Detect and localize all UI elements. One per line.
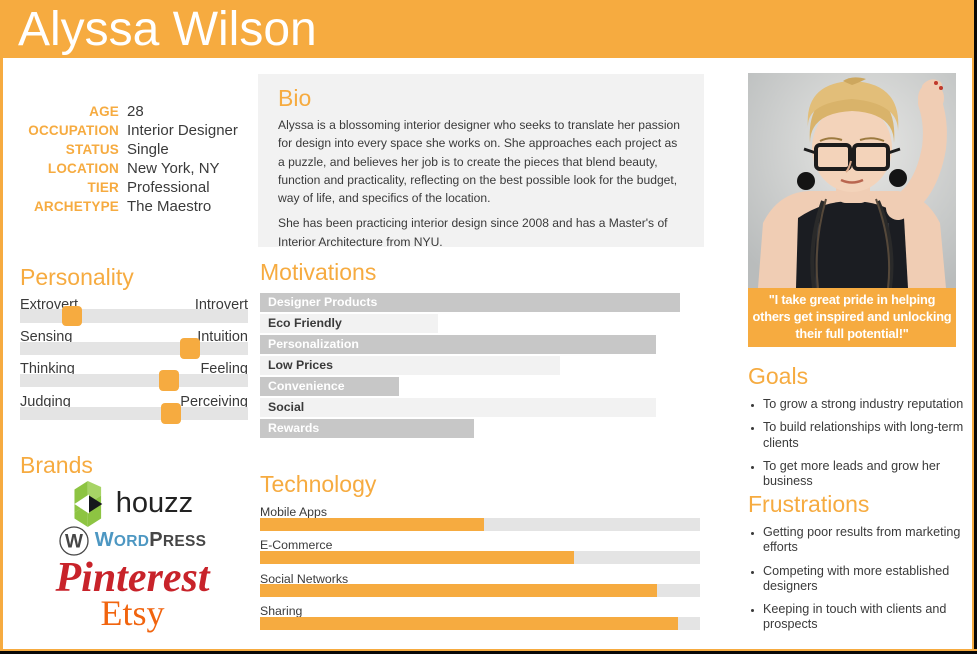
svg-text:W: W <box>65 531 83 552</box>
